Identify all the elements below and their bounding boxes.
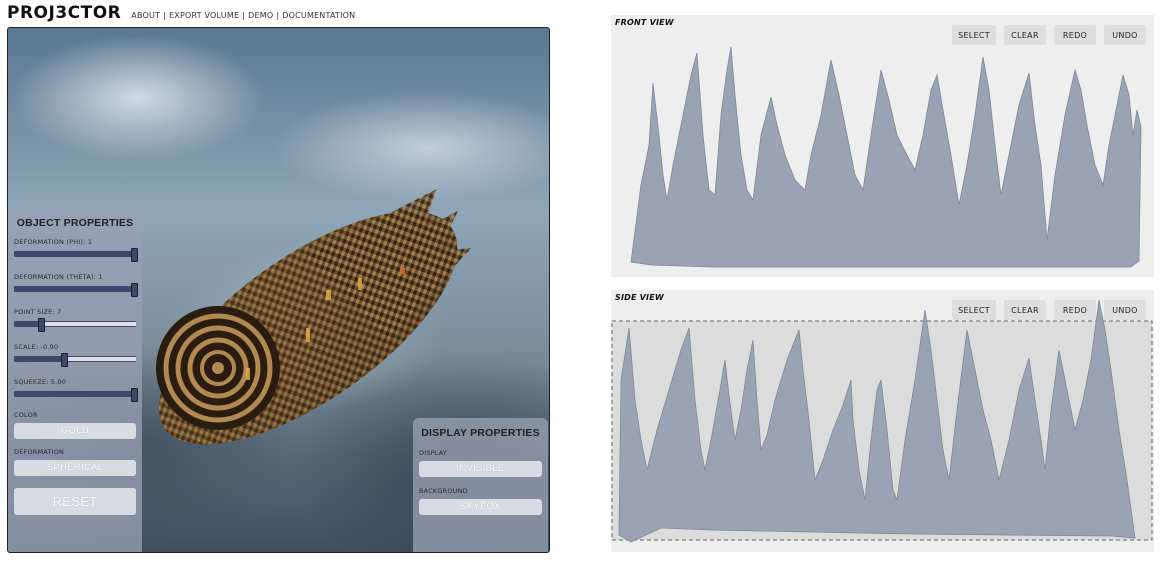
nav-demo[interactable]: DEMO — [248, 11, 274, 20]
squeeze-label: SQUEEZE: 5.00 — [14, 378, 67, 386]
front-view-waveform[interactable] — [611, 15, 1154, 277]
app-logo[interactable]: PROJ3CTOR — [7, 3, 122, 23]
object-properties-panel: OBJECT PROPERTIES DEFORMATION (PHI): 1 D… — [8, 208, 142, 552]
slider-thumb[interactable] — [131, 283, 138, 297]
slider-thumb[interactable] — [131, 388, 138, 402]
slider-thumb[interactable] — [131, 248, 138, 262]
front-view-panel: FRONT VIEW SELECT CLEAR REDO UNDO — [611, 15, 1154, 277]
display-properties-panel: DISPLAY PROPERTIES DISPLAY INVISIBLE BAC… — [413, 418, 548, 552]
object-properties-title: OBJECT PROPERTIES — [16, 217, 134, 229]
top-nav: ABOUT | EXPORT VOLUME | DEMO | DOCUMENTATION — [131, 11, 356, 20]
side-view-profile-shape — [618, 299, 1136, 543]
squeeze-slider[interactable] — [14, 388, 138, 402]
display-label: DISPLAY — [419, 449, 448, 457]
top-bar: PROJ3CTOR ABOUT | EXPORT VOLUME | DEMO | DOCUM… — [7, 3, 355, 25]
nav-about[interactable]: ABOUT — [131, 11, 161, 20]
scale-slider[interactable] — [14, 353, 136, 367]
front-view-title: FRONT VIEW — [615, 18, 674, 27]
front-redo-button[interactable]: REDO — [1054, 25, 1096, 45]
side-select-button[interactable]: SELECT — [952, 300, 996, 320]
front-clear-button[interactable]: CLEAR — [1004, 25, 1046, 45]
side-view-waveform[interactable] — [611, 290, 1154, 552]
slider-thumb[interactable] — [61, 353, 69, 367]
deformation-select-button[interactable]: SPHERICAL — [14, 460, 136, 476]
deformation-theta-slider[interactable] — [14, 283, 138, 297]
front-view-toolbar: SELECT CLEAR REDO UNDO — [952, 25, 1146, 45]
color-select-button[interactable]: GOLD — [14, 423, 136, 439]
side-redo-button[interactable]: REDO — [1054, 300, 1096, 320]
nav-documentation[interactable]: DOCUMENTATION — [282, 11, 356, 20]
nav-export-volume[interactable]: EXPORT VOLUME — [169, 11, 240, 20]
scale-label: SCALE: -0.90 — [14, 343, 59, 351]
point-size-label: POINT SIZE: 7 — [14, 308, 62, 316]
render-viewport[interactable]: OBJECT PROPERTIES DEFORMATION (PHI): 1 D… — [7, 27, 550, 553]
deformation-theta-label: DEFORMATION (THETA): 1 — [14, 273, 103, 281]
side-view-panel: SIDE VIEW SELECT CLEAR REDO UNDO — [611, 290, 1154, 552]
projected-object-render — [156, 189, 472, 445]
side-undo-button[interactable]: UNDO — [1104, 300, 1146, 320]
side-view-title: SIDE VIEW — [615, 293, 664, 302]
background-label: BACKGROUND — [419, 487, 468, 495]
deformation-label: DEFORMATION — [14, 448, 65, 456]
display-properties-title: DISPLAY PROPERTIES — [421, 427, 540, 439]
front-select-button[interactable]: SELECT — [952, 25, 996, 45]
point-size-slider[interactable] — [14, 318, 136, 332]
display-select-button[interactable]: INVISIBLE — [419, 461, 542, 477]
background-select-button[interactable]: SKYBOX — [419, 499, 542, 515]
reset-button[interactable]: RESET — [14, 488, 136, 515]
side-clear-button[interactable]: CLEAR — [1004, 300, 1046, 320]
deformation-phi-label: DEFORMATION (PHI): 1 — [14, 238, 93, 246]
deformation-phi-slider[interactable] — [14, 248, 138, 262]
color-label: COLOR — [14, 411, 38, 419]
slider-thumb[interactable] — [37, 318, 45, 332]
front-view-profile-shape — [630, 46, 1142, 268]
front-undo-button[interactable]: UNDO — [1104, 25, 1146, 45]
side-view-toolbar: SELECT CLEAR REDO UNDO — [952, 300, 1146, 320]
